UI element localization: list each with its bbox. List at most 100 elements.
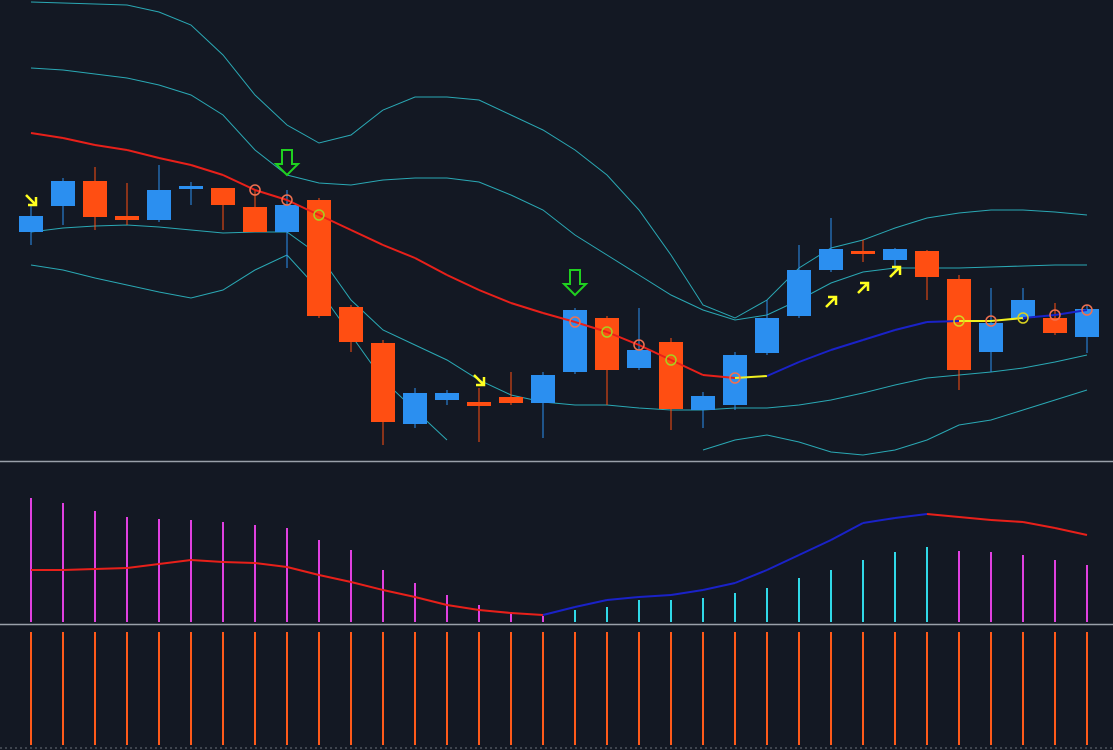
signal-segment [62, 568, 96, 571]
signal-segment [254, 562, 288, 568]
ma-segment [638, 344, 672, 361]
signal-segment [894, 513, 928, 519]
ma-segment [350, 229, 384, 246]
signal-circle [601, 326, 613, 338]
candle-body [819, 249, 843, 270]
candle-body [147, 190, 171, 220]
candle-body [499, 397, 523, 403]
candle-body [1075, 309, 1099, 337]
signal-segment [926, 513, 960, 518]
ma-segment [510, 302, 544, 314]
ma-segment [126, 149, 160, 159]
candle-body [787, 270, 811, 316]
signal-segment [862, 517, 896, 524]
signal-segment [990, 519, 1024, 523]
candle-body [435, 393, 459, 400]
candle-body [723, 355, 747, 405]
ma-segment [62, 137, 96, 146]
signal-circle [281, 194, 293, 206]
signal-circle [569, 316, 581, 328]
ma-segment [190, 164, 224, 176]
signal-segment [510, 612, 544, 616]
signal-segment [478, 609, 512, 614]
candle-body [403, 393, 427, 424]
candle-body [51, 181, 75, 206]
yellow-arrow [25, 194, 38, 207]
ma-segment [94, 144, 128, 151]
yellow-arrow [473, 374, 486, 387]
ma-segment [286, 199, 320, 216]
signal-circle [1017, 312, 1029, 324]
candle-body [979, 323, 1003, 352]
signal-segment [1022, 521, 1056, 529]
band-line [30, 67, 1087, 321]
candle-body [595, 318, 619, 370]
signal-segment [190, 559, 224, 563]
candle-body [371, 343, 395, 422]
signal-segment [126, 563, 160, 569]
signal-circle [249, 184, 261, 196]
signal-segment [414, 596, 448, 606]
yellow-arrow [889, 265, 902, 278]
signal-segment [382, 589, 416, 598]
candle-body [691, 396, 715, 410]
signal-circle [313, 209, 325, 221]
signal-segment [1054, 527, 1088, 536]
band-line [30, 1, 1088, 319]
down-arrow [561, 269, 589, 297]
yellow-arrow [857, 281, 870, 294]
signal-segment [446, 604, 480, 611]
signal-segment [638, 594, 672, 598]
candle-body [467, 402, 491, 406]
signal-segment [958, 516, 992, 521]
candle-body [179, 186, 203, 189]
ma-segment [446, 274, 480, 291]
signal-segment [606, 596, 640, 601]
ma-segment [798, 349, 832, 363]
signal-circle [665, 354, 677, 366]
candle-body [755, 318, 779, 353]
candle-body [659, 342, 683, 409]
candle-body [115, 216, 139, 220]
ma-segment [670, 359, 704, 376]
signal-segment [318, 574, 352, 583]
signal-segment [766, 554, 800, 571]
candle-body [851, 251, 875, 254]
ma-segment [606, 331, 640, 346]
signal-segment [798, 539, 832, 556]
candle-body [627, 350, 651, 368]
ma-segment [894, 321, 928, 331]
candle-body [1011, 300, 1035, 318]
candle-body [531, 375, 555, 403]
signal-segment [94, 567, 128, 570]
signal-segment [222, 561, 256, 564]
candle-body [83, 181, 107, 217]
signal-segment [286, 566, 320, 576]
candle-body [19, 216, 43, 232]
candle-body [915, 251, 939, 277]
ma-segment [414, 257, 448, 276]
ma-segment [318, 214, 352, 231]
signal-segment [670, 589, 704, 596]
signal-segment [830, 522, 864, 541]
candle-body [883, 249, 907, 260]
signal-segment [702, 582, 736, 591]
down-arrow [273, 149, 301, 177]
ma-segment [158, 157, 192, 166]
signal-segment [158, 559, 192, 565]
candle-body [947, 279, 971, 370]
signal-segment [574, 599, 608, 608]
signal-circle [953, 315, 965, 327]
signal-circle [985, 315, 997, 327]
candle-body [307, 200, 331, 316]
signal-segment [350, 581, 384, 591]
signal-circle [1081, 304, 1093, 316]
signal-circle [633, 339, 645, 351]
signal-circle [1049, 309, 1061, 321]
candle-body [1043, 318, 1067, 333]
ma-segment [478, 289, 512, 304]
signal-segment [734, 569, 768, 584]
candle-body [275, 205, 299, 232]
